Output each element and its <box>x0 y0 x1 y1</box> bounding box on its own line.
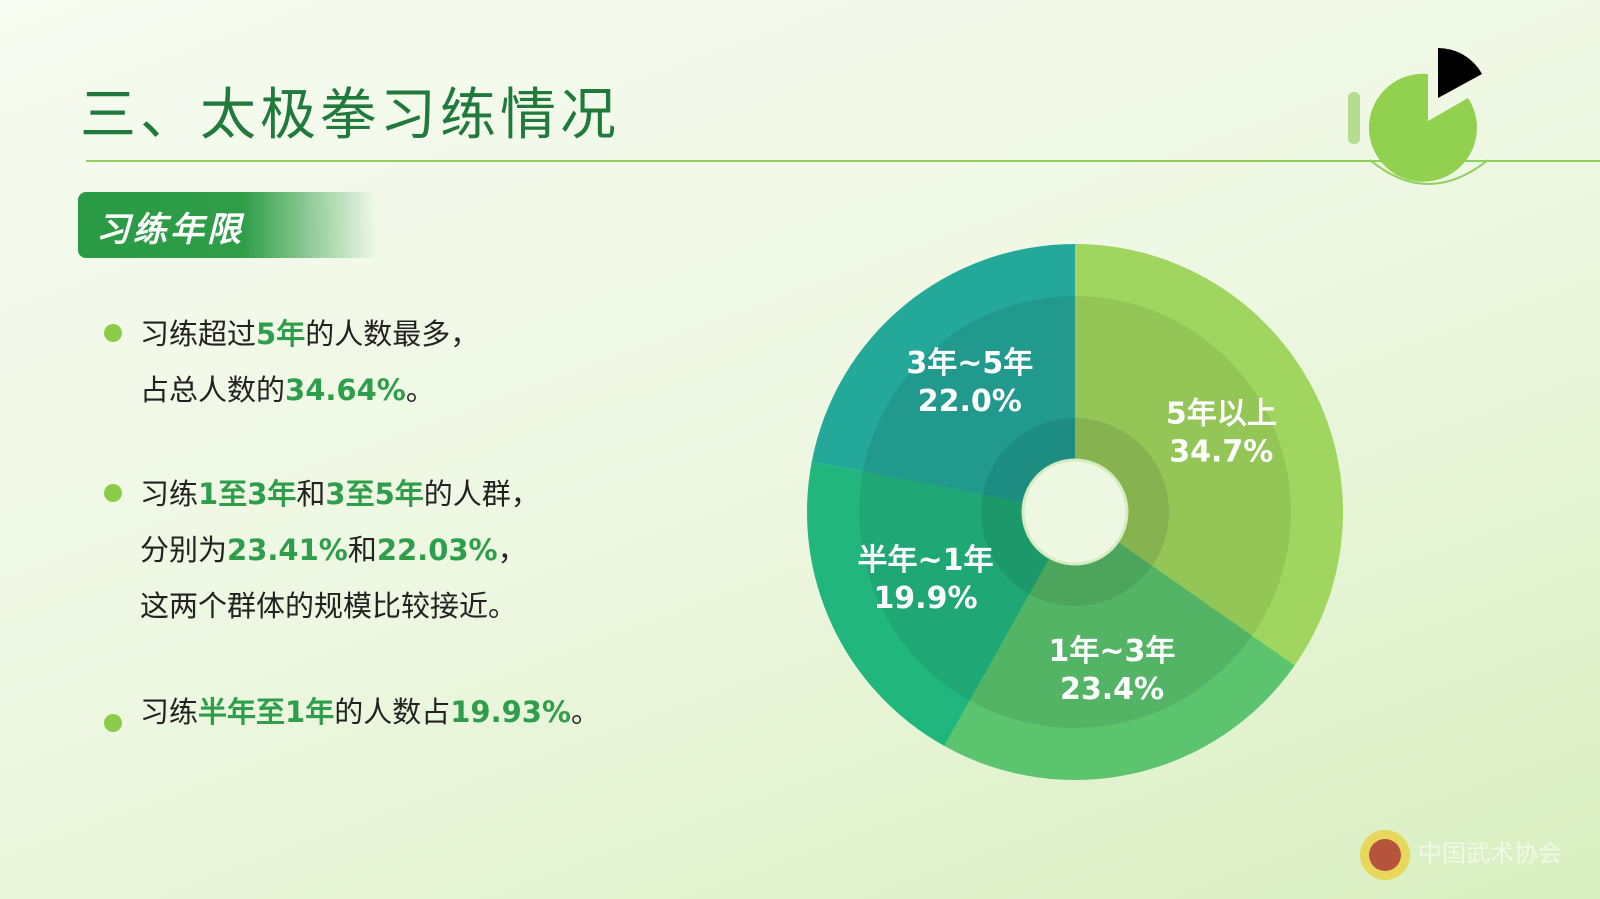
highlight-text: 22.03% <box>376 533 498 567</box>
slice-shade <box>969 512 1253 729</box>
highlight-text: 3至5年 <box>325 477 424 511</box>
text: 和 <box>296 477 326 511</box>
bullet-line: 占总人数的34.64%。 <box>104 362 435 418</box>
text: 这两个群体的规模比较接近。 <box>140 589 518 623</box>
watermark: 中国武术协会 <box>1360 830 1562 880</box>
data-label: 34.7% <box>1169 435 1273 470</box>
bullet-line: 习练1至3年和3至5年的人群， <box>104 466 540 522</box>
text: 的人群， <box>423 477 540 511</box>
slice-0 <box>1075 296 1292 636</box>
data-label: 22.0% <box>918 384 1022 419</box>
text: 分别为 <box>140 533 228 567</box>
bullet-line: 分别为23.41%和22.03%， <box>104 522 527 578</box>
text: 习练超过 <box>140 317 257 351</box>
section-tag-label: 习练年限 <box>96 210 244 250</box>
bullet-text: 习练半年至1年的人数占19.93%。 <box>140 695 600 729</box>
bullet-dot-icon <box>104 714 122 732</box>
section-tag: 习练年限 <box>78 192 378 258</box>
text: 习练 <box>140 477 199 511</box>
slice-label: 1年~3年 <box>1049 634 1176 669</box>
pie-chart-icon <box>1348 47 1489 185</box>
slice-label: 5年以上 <box>1166 397 1277 432</box>
bullet-text: 占总人数的34.64%。 <box>140 373 435 407</box>
bullet-text: 习练1至3年和3至5年的人群， <box>140 477 540 511</box>
highlight-text: 5年 <box>256 317 306 351</box>
bullet-text: 分别为23.41%和22.03%， <box>140 533 527 567</box>
slice-1 <box>969 512 1253 729</box>
highlight-text: 1至3年 <box>198 477 297 511</box>
text: 占总人数的 <box>140 373 286 407</box>
slice-label: 半年~1年 <box>857 543 993 578</box>
title-divider <box>86 160 1600 162</box>
bullet-line: 习练半年至1年的人数占19.93%。 <box>104 684 600 740</box>
bullet-line: 这两个群体的规模比较接近。 <box>104 578 517 634</box>
slice-shade <box>1075 296 1292 636</box>
bullet-line: 习练超过5年的人数最多， <box>104 306 479 362</box>
bullet-text: 这两个群体的规模比较接近。 <box>140 589 517 623</box>
highlight-text: 23.41% <box>227 533 348 567</box>
text: 。 <box>571 695 601 729</box>
text: 。 <box>405 373 435 407</box>
data-label: 19.9% <box>873 581 977 616</box>
highlight-text: 19.93% <box>450 695 572 729</box>
data-label: 23.4% <box>1060 672 1164 707</box>
text: 的人数占 <box>334 695 451 729</box>
highlight-text: 34.64% <box>285 373 406 407</box>
slice-label: 3年~5年 <box>906 346 1033 381</box>
text: 习练 <box>140 695 199 729</box>
text: ， <box>497 533 527 567</box>
text: 和 <box>347 533 377 567</box>
watermark-text: 中国武术协会 <box>1418 839 1562 868</box>
bullet-text: 习练超过5年的人数最多， <box>140 317 479 351</box>
page-title: 三、太极拳习练情况 <box>80 83 620 148</box>
text: 的人数最多， <box>305 317 480 351</box>
bullet-dot-icon <box>104 484 122 502</box>
association-logo <box>1360 830 1410 880</box>
bullet-dot-icon <box>104 324 122 342</box>
donut-hole <box>1021 458 1129 566</box>
highlight-text: 半年至1年 <box>198 695 335 729</box>
